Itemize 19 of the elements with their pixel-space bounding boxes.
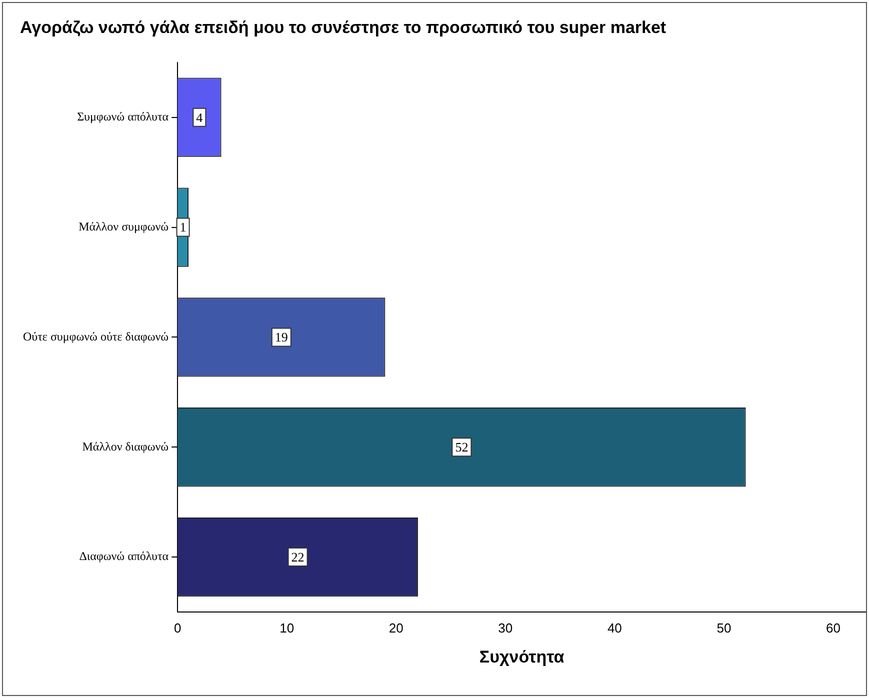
x-tick-label: 20 — [388, 620, 404, 636]
data-label: 19 — [274, 330, 288, 345]
chart-title: Αγοράζω νωπό γάλα επειδή μου το συνέστησε το προσωπικό του super market — [20, 18, 666, 37]
y-tick-label: Διαφωνώ απόλυτα — [79, 549, 170, 564]
y-tick-label: Μάλλον διαφωνώ — [82, 439, 169, 454]
data-label: 52 — [455, 440, 468, 455]
x-axis-title: Συχνότητα — [479, 647, 565, 666]
data-label: 22 — [291, 549, 304, 564]
x-tick-label: 40 — [607, 620, 622, 636]
y-tick-label: Ούτε συμφωνώ ούτε διαφωνώ — [22, 329, 169, 344]
data-label: 1 — [180, 220, 186, 235]
x-tick-label: 0 — [174, 620, 182, 636]
y-tick-label: Μάλλον συμφωνώ — [78, 219, 169, 234]
x-tick-label: 50 — [716, 620, 732, 636]
data-label: 4 — [196, 110, 204, 125]
y-tick-label: Συμφωνώ απόλυτα — [77, 110, 170, 124]
x-tick-label: 60 — [826, 620, 840, 636]
x-tick-label: 30 — [498, 620, 513, 636]
x-tick-label: 10 — [280, 620, 294, 636]
